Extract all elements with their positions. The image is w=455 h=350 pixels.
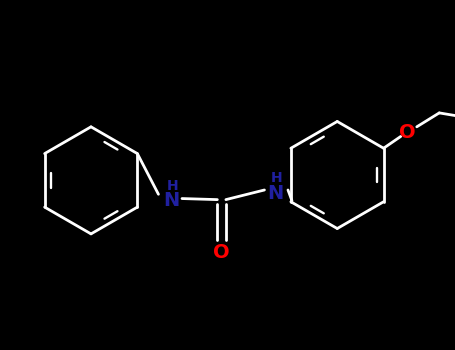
- Text: O: O: [213, 243, 230, 261]
- Text: O: O: [399, 123, 415, 142]
- Text: N: N: [267, 184, 283, 203]
- Text: H: H: [167, 179, 178, 193]
- Text: H: H: [270, 171, 282, 185]
- Text: N: N: [163, 191, 179, 210]
